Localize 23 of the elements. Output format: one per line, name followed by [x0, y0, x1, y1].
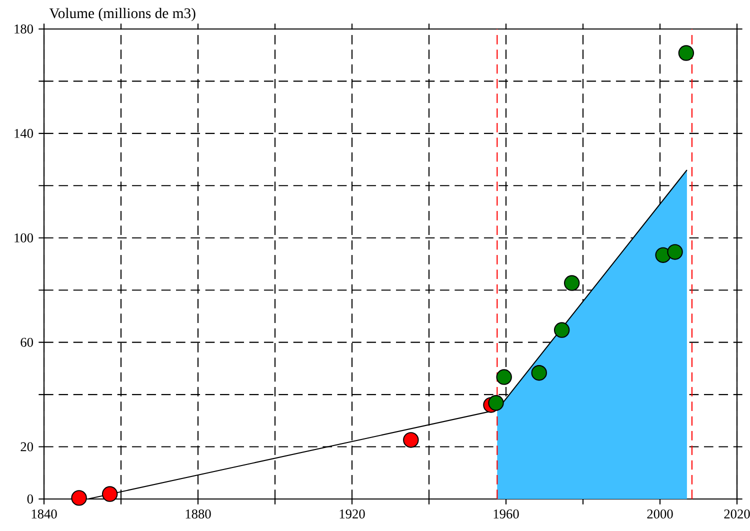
point — [496, 369, 512, 385]
point — [531, 365, 547, 381]
y-tick-label: 60 — [20, 338, 34, 347]
y-tick-label: 100 — [14, 233, 34, 242]
point — [667, 244, 683, 260]
point — [488, 395, 504, 411]
x-tick-label: 2000 — [647, 509, 673, 518]
y-axis-title: Volume (millions de m3) — [49, 8, 196, 22]
x-tick-label: 1880 — [186, 509, 211, 518]
point — [678, 45, 694, 61]
point — [554, 322, 570, 338]
y-tick-label: 140 — [14, 128, 34, 138]
point — [403, 432, 419, 448]
y-tick-label: 20 — [20, 442, 34, 452]
x-tick-label: 1840 — [32, 509, 57, 518]
point — [102, 486, 118, 502]
x-tick-label: 1960 — [494, 509, 519, 518]
y-tick-label: 180 — [14, 24, 34, 34]
point — [71, 490, 87, 506]
point — [564, 275, 580, 291]
x-tick-label: 2020 — [724, 509, 750, 518]
y-tick-label: 0 — [27, 494, 34, 504]
x-tick-label: 1920 — [340, 509, 365, 518]
